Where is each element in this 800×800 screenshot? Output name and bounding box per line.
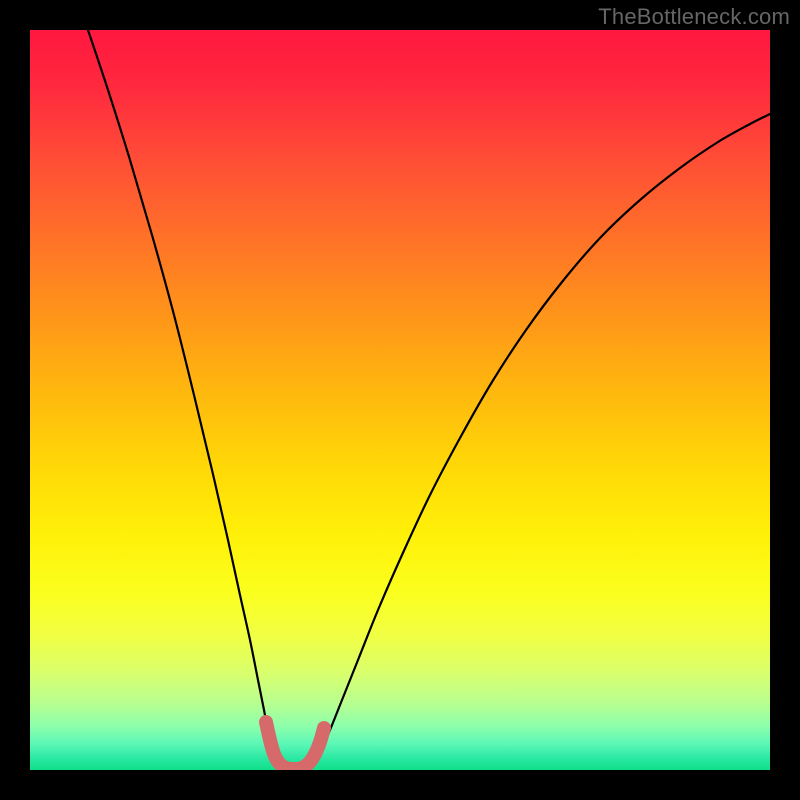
chart-frame: TheBottleneck.com	[0, 0, 800, 800]
curve-layer	[30, 30, 770, 770]
plot-area	[30, 30, 770, 770]
optimal-range-highlight	[266, 722, 324, 769]
bottleneck-curve	[88, 30, 770, 770]
watermark-text: TheBottleneck.com	[598, 4, 790, 30]
